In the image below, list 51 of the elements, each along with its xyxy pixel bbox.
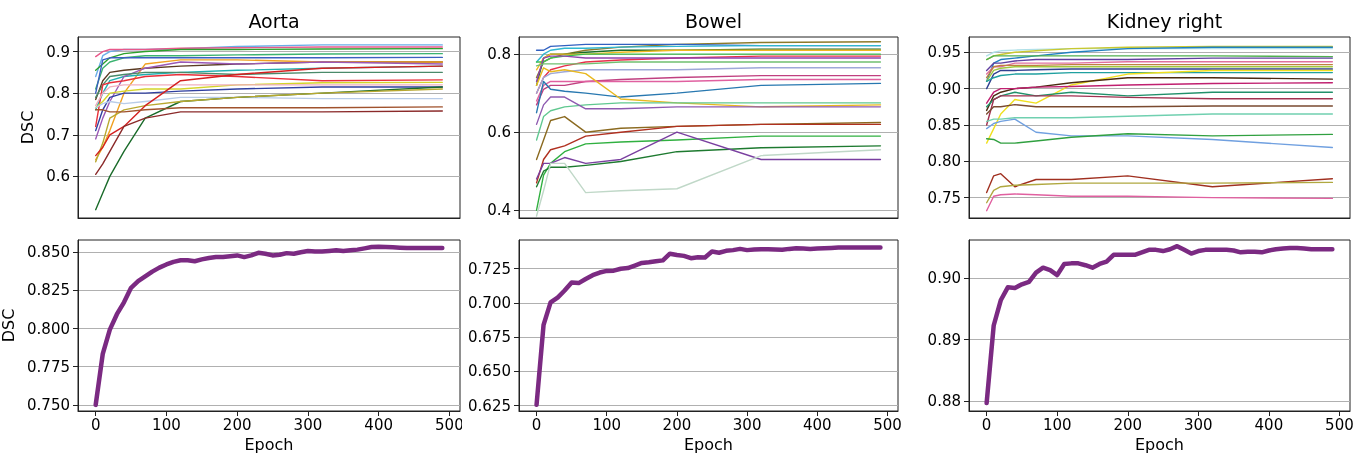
y-tick-label: 0.625 bbox=[468, 396, 511, 415]
x-axis-title: Epoch bbox=[684, 435, 733, 455]
y-tick-label: 0.6 bbox=[487, 123, 511, 142]
x-tick-label: 0 bbox=[531, 415, 542, 434]
x-tick-label: 0 bbox=[90, 415, 101, 434]
x-tick-label: 300 bbox=[732, 415, 762, 434]
x-tick-label: 100 bbox=[152, 415, 181, 434]
x-tick-label: 200 bbox=[1113, 415, 1143, 434]
y-tick-label: 0.650 bbox=[468, 362, 511, 381]
y-tick-label: 0.85 bbox=[927, 115, 961, 134]
chart-title: Aorta bbox=[248, 9, 300, 32]
y-tick-label: 0.89 bbox=[927, 330, 961, 349]
y-tick-label: 0.750 bbox=[27, 395, 70, 414]
x-axis-title: Epoch bbox=[244, 435, 294, 455]
y-tick-label: 0.8 bbox=[46, 84, 70, 103]
y-tick-label: 0.75 bbox=[927, 188, 961, 207]
y-tick-label: 0.825 bbox=[27, 281, 70, 300]
y-tick-label: 0.4 bbox=[487, 201, 511, 220]
x-tick-label: 500 bbox=[873, 415, 902, 434]
y-tick-label: 0.9 bbox=[46, 42, 70, 61]
x-tick-label: 400 bbox=[1254, 415, 1284, 434]
x-tick-label: 500 bbox=[1325, 415, 1354, 434]
y-tick-label: 0.8 bbox=[487, 45, 511, 64]
y-tick-label: 0.90 bbox=[927, 269, 961, 288]
y-tick-label: 0.80 bbox=[927, 152, 961, 171]
chart-title: Bowel bbox=[684, 9, 743, 32]
y-tick-label: 0.850 bbox=[27, 243, 70, 262]
x-tick-label: 400 bbox=[364, 415, 393, 434]
x-tick-label: 100 bbox=[592, 415, 622, 434]
y-tick-label: 0.6 bbox=[46, 167, 70, 186]
y-tick-label: 0.800 bbox=[27, 319, 70, 338]
x-tick-label: 200 bbox=[662, 415, 692, 434]
x-tick-label: 100 bbox=[1042, 415, 1072, 434]
y-axis-title: DSC bbox=[17, 110, 37, 145]
y-tick-label: 0.95 bbox=[927, 43, 961, 62]
y-tick-label: 0.88 bbox=[927, 392, 961, 411]
y-axis-title: DSC bbox=[0, 308, 18, 343]
y-tick-label: 0.7 bbox=[46, 125, 70, 144]
x-tick-label: 300 bbox=[293, 415, 323, 434]
y-tick-label: 0.775 bbox=[27, 357, 70, 376]
x-tick-label: 400 bbox=[802, 415, 832, 434]
y-tick-label: 0.90 bbox=[927, 79, 961, 98]
x-tick-label: 500 bbox=[435, 415, 464, 434]
y-tick-label: 0.700 bbox=[468, 293, 511, 312]
chart-title: Kidney right bbox=[1106, 9, 1223, 32]
x-tick-label: 300 bbox=[1183, 415, 1213, 434]
x-tick-label: 0 bbox=[981, 415, 992, 434]
y-tick-label: 0.675 bbox=[468, 328, 511, 347]
y-tick-label: 0.725 bbox=[468, 259, 511, 278]
x-tick-label: 200 bbox=[222, 415, 252, 434]
x-axis-title: Epoch bbox=[1135, 435, 1184, 455]
